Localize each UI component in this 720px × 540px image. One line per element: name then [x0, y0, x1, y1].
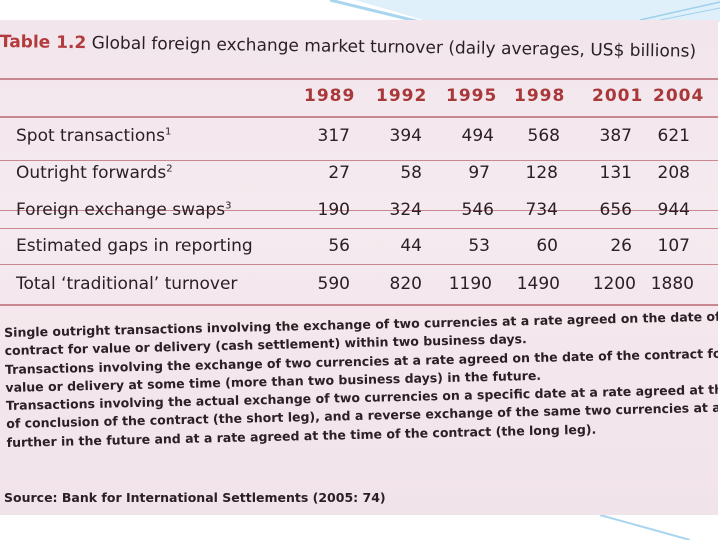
table-cell: 656 — [599, 200, 632, 220]
row-label: Foreign exchange swaps3 — [16, 200, 232, 220]
table-cell: 1880 — [650, 274, 694, 294]
table-title: Table 1.2 Global foreign exchange market… — [0, 32, 718, 62]
year-header: 2001 — [592, 86, 644, 106]
table-cell: 107 — [657, 236, 690, 256]
table-cell: 190 — [317, 200, 350, 220]
table-cell: 734 — [525, 200, 558, 220]
table-cell: 820 — [389, 274, 422, 294]
slide-top-decoration — [0, 0, 720, 22]
table-cell: 44 — [400, 236, 422, 256]
table-cell: 1200 — [592, 274, 636, 294]
slide-bottom-decoration — [0, 515, 720, 540]
row-label: Total ‘traditional’ turnover — [16, 274, 238, 294]
title-rule — [0, 78, 718, 80]
table-cell: 26 — [610, 236, 632, 256]
table-cell: 60 — [536, 236, 558, 256]
row-rule — [0, 160, 718, 161]
table-cell: 568 — [527, 126, 560, 146]
table-title-text: Global foreign exchange market turnover … — [91, 33, 697, 62]
table-bottom-rule — [0, 304, 718, 306]
header-rule — [0, 116, 718, 118]
table-cell: 1190 — [448, 274, 492, 294]
year-header: 1992 — [376, 86, 428, 106]
table-cell: 208 — [657, 163, 690, 183]
table-cell: 494 — [461, 126, 494, 146]
year-header: 2004 — [653, 86, 705, 106]
table-cell: 128 — [525, 163, 558, 183]
table-title-prefix: Table 1.2 — [0, 32, 87, 54]
table-cell: 58 — [400, 163, 422, 183]
table-cell: 590 — [317, 274, 350, 294]
source-citation: Source: Bank for International Settlemen… — [4, 490, 386, 505]
row-rule — [0, 228, 718, 229]
table-cell: 387 — [599, 126, 632, 146]
row-rule — [0, 210, 718, 211]
table-cell: 944 — [657, 200, 690, 220]
table-cell: 1490 — [516, 274, 560, 294]
table-cell: 131 — [599, 163, 632, 183]
row-rule — [0, 264, 718, 265]
table-cell: 546 — [461, 200, 494, 220]
table-cell: 56 — [328, 236, 350, 256]
year-header: 1989 — [304, 86, 356, 106]
table-row-total: Total ‘traditional’ turnover 590 820 119… — [0, 274, 718, 302]
row-label: Spot transactions1 — [16, 126, 172, 146]
table-cell: 53 — [468, 236, 490, 256]
table-row: Estimated gaps in reporting 56 44 53 60 … — [0, 236, 718, 264]
year-header: 1995 — [446, 86, 498, 106]
table-cell: 324 — [389, 200, 422, 220]
footnotes: Single outright transactions involving t… — [4, 308, 718, 452]
table-cell: 621 — [657, 126, 690, 146]
book-page: Table 1.2 Global foreign exchange market… — [0, 20, 718, 515]
table-cell: 27 — [328, 163, 350, 183]
table-cell: 97 — [468, 163, 490, 183]
table-row: Foreign exchange swaps3 190 324 546 734 … — [0, 200, 718, 228]
year-header: 1998 — [514, 86, 566, 106]
table-row: Outright forwards2 27 58 97 128 131 208 — [0, 163, 718, 191]
row-label: Outright forwards2 — [16, 163, 173, 183]
table-cell: 394 — [389, 126, 422, 146]
row-label: Estimated gaps in reporting — [16, 236, 253, 256]
year-header-row: 1989 1992 1995 1998 2001 2004 — [0, 86, 718, 110]
table-cell: 317 — [317, 126, 350, 146]
table-row: Spot transactions1 317 394 494 568 387 6… — [0, 126, 718, 154]
